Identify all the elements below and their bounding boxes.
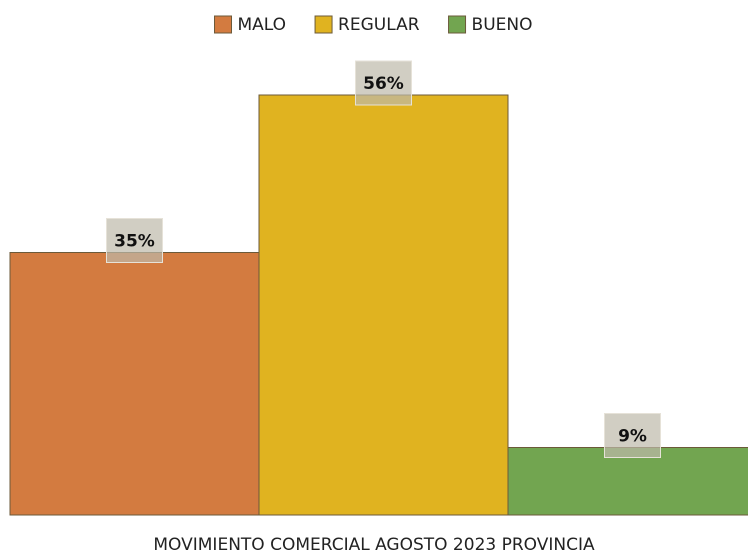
legend-label: MALO xyxy=(238,15,287,35)
bar xyxy=(507,447,748,516)
legend-swatch xyxy=(314,15,333,34)
legend-label: REGULAR xyxy=(338,15,420,35)
legend-label: BUENO xyxy=(472,15,533,35)
bar xyxy=(258,94,509,516)
value-label: 9% xyxy=(618,427,647,447)
bar xyxy=(9,252,260,516)
legend-swatch xyxy=(214,15,233,34)
value-label-box xyxy=(106,218,163,263)
legend-swatch xyxy=(448,15,467,34)
x-axis-label: MOVIMIENTO COMERCIAL AGOSTO 2023 PROVINC… xyxy=(153,535,595,554)
value-label-box xyxy=(355,60,412,106)
value-label: 56% xyxy=(363,74,404,94)
value-label: 35% xyxy=(114,232,155,252)
value-label-box xyxy=(604,413,661,458)
